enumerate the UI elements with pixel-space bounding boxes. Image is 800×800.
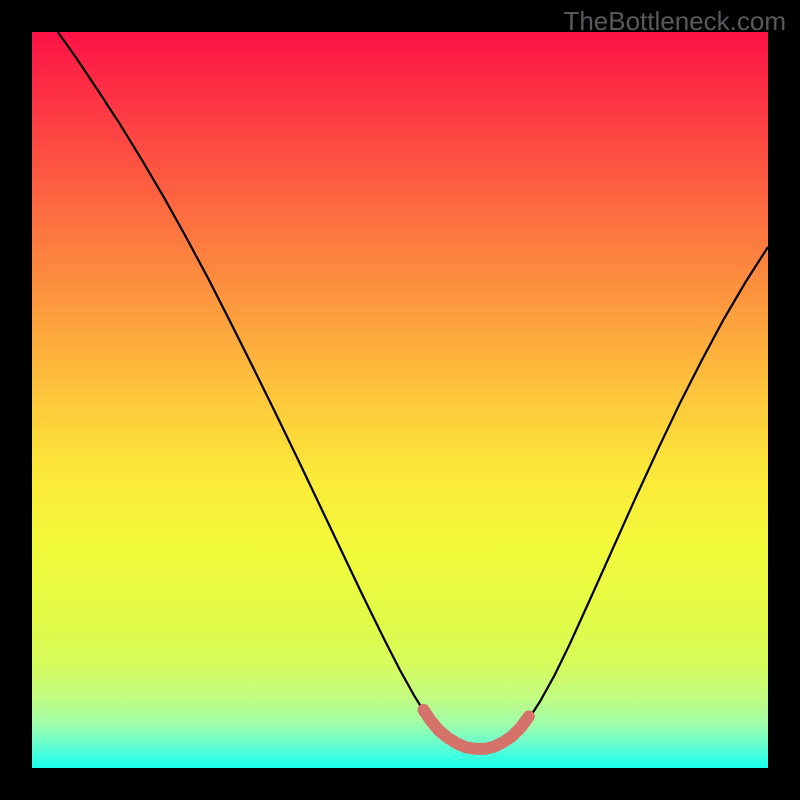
chart-svg xyxy=(32,32,768,768)
chart-root: { "watermark": { "text": "TheBottleneck.… xyxy=(0,0,800,800)
watermark-text: TheBottleneck.com xyxy=(563,6,786,37)
plot-area xyxy=(32,32,768,768)
gradient-rect xyxy=(32,32,768,768)
